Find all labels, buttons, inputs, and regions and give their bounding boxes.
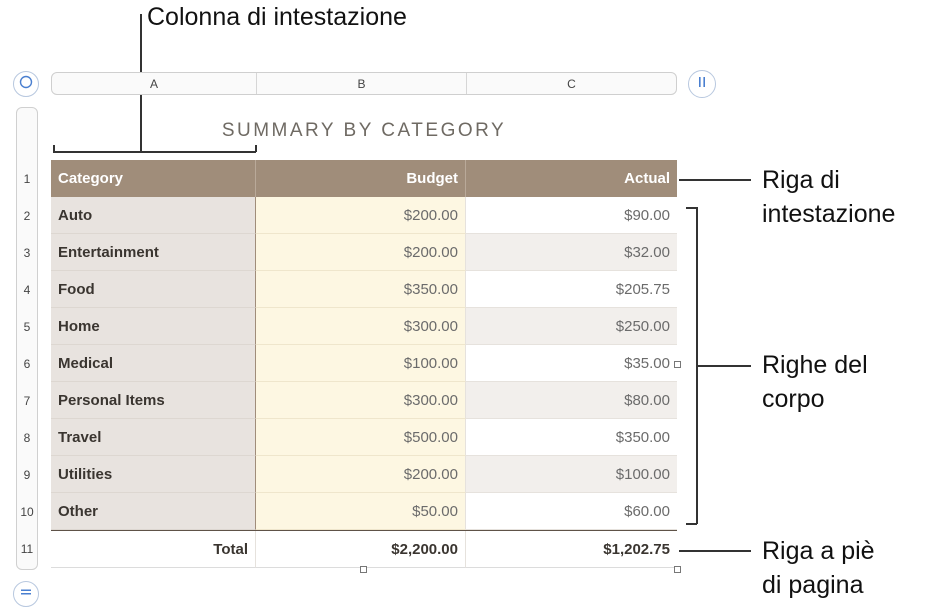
actual-cell[interactable]: $350.00 bbox=[466, 419, 677, 456]
body-rows-leader-line bbox=[697, 365, 751, 367]
actual-cell[interactable]: $250.00 bbox=[466, 308, 677, 345]
column-header-bar[interactable]: A B C bbox=[51, 72, 677, 95]
body-rows-bracket bbox=[696, 207, 698, 524]
callout-header-row-line1: Riga di bbox=[762, 166, 840, 194]
budget-cell[interactable]: $500.00 bbox=[256, 419, 466, 456]
category-cell[interactable]: Other bbox=[51, 493, 256, 530]
add-row-handle[interactable] bbox=[13, 581, 39, 607]
actual-cell[interactable]: $32.00 bbox=[466, 234, 677, 271]
body-rows-bracket-bottom bbox=[686, 523, 697, 525]
category-cell[interactable]: Entertainment bbox=[51, 234, 256, 271]
budget-cell[interactable]: $300.00 bbox=[256, 308, 466, 345]
header-cell-actual[interactable]: Actual bbox=[466, 160, 677, 197]
row-header-11[interactable]: 11 bbox=[20, 542, 34, 556]
equals-icon bbox=[19, 585, 33, 604]
row-header-bar[interactable]: 1 2 3 4 5 6 7 8 9 10 11 bbox=[16, 107, 38, 570]
table-row: Travel $500.00 $350.00 bbox=[51, 419, 677, 456]
budget-cell[interactable]: $200.00 bbox=[256, 197, 466, 234]
row-header-10[interactable]: 10 bbox=[20, 505, 34, 519]
footer-cell-budget-total[interactable]: $2,200.00 bbox=[256, 531, 466, 568]
table-row: Entertainment $200.00 $32.00 bbox=[51, 234, 677, 271]
callout-body-rows-line1: Righe del bbox=[762, 351, 868, 379]
add-column-handle[interactable] bbox=[688, 70, 716, 98]
budget-cell[interactable]: $200.00 bbox=[256, 456, 466, 493]
actual-cell[interactable]: $100.00 bbox=[466, 456, 677, 493]
table-resize-handle-bottom[interactable] bbox=[360, 566, 367, 573]
header-column-bracket-right bbox=[255, 145, 257, 152]
row-header-5[interactable]: 5 bbox=[23, 320, 31, 334]
body-rows-bracket-top bbox=[686, 207, 697, 209]
pause-bars-icon bbox=[696, 75, 708, 94]
row-header-7[interactable]: 7 bbox=[23, 394, 31, 408]
column-header-c[interactable]: C bbox=[567, 76, 576, 91]
budget-cell[interactable]: $350.00 bbox=[256, 271, 466, 308]
category-cell[interactable]: Home bbox=[51, 308, 256, 345]
actual-cell[interactable]: $205.75 bbox=[466, 271, 677, 308]
category-cell[interactable]: Medical bbox=[51, 345, 256, 382]
footer-row-leader-line bbox=[679, 550, 751, 552]
table-row: Food $350.00 $205.75 bbox=[51, 271, 677, 308]
column-header-a[interactable]: A bbox=[52, 73, 257, 94]
header-row-leader-line bbox=[679, 179, 751, 181]
header-cell-budget[interactable]: Budget bbox=[256, 160, 466, 197]
table-row: Other $50.00 $60.00 bbox=[51, 493, 677, 530]
table-resize-handle-right[interactable] bbox=[674, 361, 681, 368]
actual-cell[interactable]: $35.00 bbox=[466, 345, 677, 382]
select-table-button[interactable] bbox=[13, 71, 39, 97]
header-column-bracket bbox=[53, 151, 256, 153]
summary-table[interactable]: Category Budget Actual Auto $200.00 $90.… bbox=[51, 160, 677, 568]
budget-cell[interactable]: $200.00 bbox=[256, 234, 466, 271]
row-header-2[interactable]: 2 bbox=[23, 209, 31, 223]
header-column-bracket-left bbox=[53, 145, 55, 152]
row-header-9[interactable]: 9 bbox=[23, 468, 31, 482]
header-cell-category[interactable]: Category bbox=[51, 160, 256, 197]
column-header-b[interactable]: B bbox=[257, 73, 467, 94]
row-header-8[interactable]: 8 bbox=[23, 431, 31, 445]
table-row: Auto $200.00 $90.00 bbox=[51, 197, 677, 234]
budget-cell[interactable]: $100.00 bbox=[256, 345, 466, 382]
footer-cell-total-label[interactable]: Total bbox=[51, 531, 256, 568]
category-cell[interactable]: Travel bbox=[51, 419, 256, 456]
actual-cell[interactable]: $60.00 bbox=[466, 493, 677, 530]
category-cell[interactable]: Auto bbox=[51, 197, 256, 234]
table-row: Medical $100.00 $35.00 bbox=[51, 345, 677, 382]
circle-select-icon bbox=[19, 75, 33, 94]
callout-footer-row-line2: di pagina bbox=[762, 571, 864, 599]
category-cell[interactable]: Food bbox=[51, 271, 256, 308]
actual-cell[interactable]: $90.00 bbox=[466, 197, 677, 234]
footer-row: Total $2,200.00 $1,202.75 bbox=[51, 530, 677, 568]
footer-cell-actual-total[interactable]: $1,202.75 bbox=[466, 531, 677, 568]
table-resize-handle-corner[interactable] bbox=[674, 566, 681, 573]
callout-header-column: Colonna di intestazione bbox=[147, 3, 407, 31]
table-title[interactable]: SUMMARY BY CATEGORY bbox=[221, 120, 507, 141]
header-row: Category Budget Actual bbox=[51, 160, 677, 197]
budget-cell[interactable]: $50.00 bbox=[256, 493, 466, 530]
row-header-1[interactable]: 1 bbox=[23, 172, 31, 186]
actual-cell[interactable]: $80.00 bbox=[466, 382, 677, 419]
table-row: Utilities $200.00 $100.00 bbox=[51, 456, 677, 493]
callout-body-rows-line2: corpo bbox=[762, 385, 825, 413]
row-header-4[interactable]: 4 bbox=[23, 283, 31, 297]
row-header-6[interactable]: 6 bbox=[23, 357, 31, 371]
callout-footer-row-line1: Riga a piè bbox=[762, 537, 875, 565]
table-row: Personal Items $300.00 $80.00 bbox=[51, 382, 677, 419]
budget-cell[interactable]: $300.00 bbox=[256, 382, 466, 419]
table-row: Home $300.00 $250.00 bbox=[51, 308, 677, 345]
row-header-3[interactable]: 3 bbox=[23, 246, 31, 260]
category-cell[interactable]: Personal Items bbox=[51, 382, 256, 419]
category-cell[interactable]: Utilities bbox=[51, 456, 256, 493]
callout-header-row-line2: intestazione bbox=[762, 200, 896, 228]
